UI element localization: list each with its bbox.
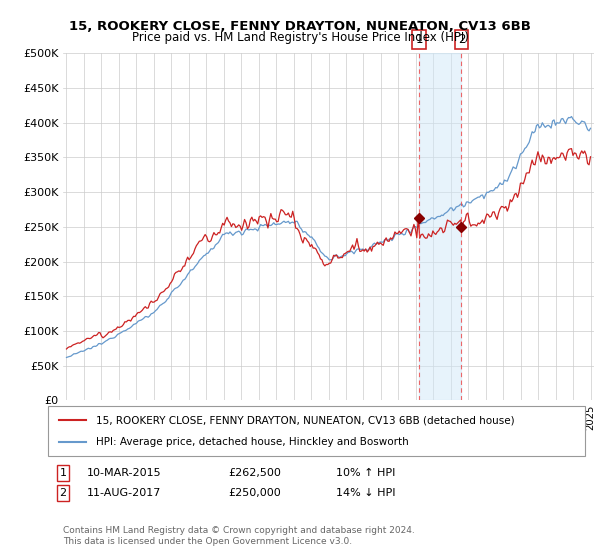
Text: 2: 2 bbox=[59, 488, 67, 498]
Text: 15, ROOKERY CLOSE, FENNY DRAYTON, NUNEATON, CV13 6BB: 15, ROOKERY CLOSE, FENNY DRAYTON, NUNEAT… bbox=[69, 20, 531, 32]
Text: Contains HM Land Registry data © Crown copyright and database right 2024.
This d: Contains HM Land Registry data © Crown c… bbox=[63, 526, 415, 546]
Text: Price paid vs. HM Land Registry's House Price Index (HPI): Price paid vs. HM Land Registry's House … bbox=[131, 31, 469, 44]
Text: 14% ↓ HPI: 14% ↓ HPI bbox=[336, 488, 395, 498]
Text: £262,500: £262,500 bbox=[228, 468, 281, 478]
Text: 10-MAR-2015: 10-MAR-2015 bbox=[87, 468, 161, 478]
Text: 11-AUG-2017: 11-AUG-2017 bbox=[87, 488, 161, 498]
Text: 1: 1 bbox=[59, 468, 67, 478]
Text: £250,000: £250,000 bbox=[228, 488, 281, 498]
Text: HPI: Average price, detached house, Hinckley and Bosworth: HPI: Average price, detached house, Hinc… bbox=[97, 437, 409, 447]
Text: 15, ROOKERY CLOSE, FENNY DRAYTON, NUNEATON, CV13 6BB (detached house): 15, ROOKERY CLOSE, FENNY DRAYTON, NUNEAT… bbox=[97, 415, 515, 425]
Text: 10% ↑ HPI: 10% ↑ HPI bbox=[336, 468, 395, 478]
Text: 2: 2 bbox=[458, 33, 465, 46]
Bar bbox=[419, 53, 461, 400]
FancyBboxPatch shape bbox=[48, 406, 585, 456]
Text: 1: 1 bbox=[415, 33, 423, 46]
